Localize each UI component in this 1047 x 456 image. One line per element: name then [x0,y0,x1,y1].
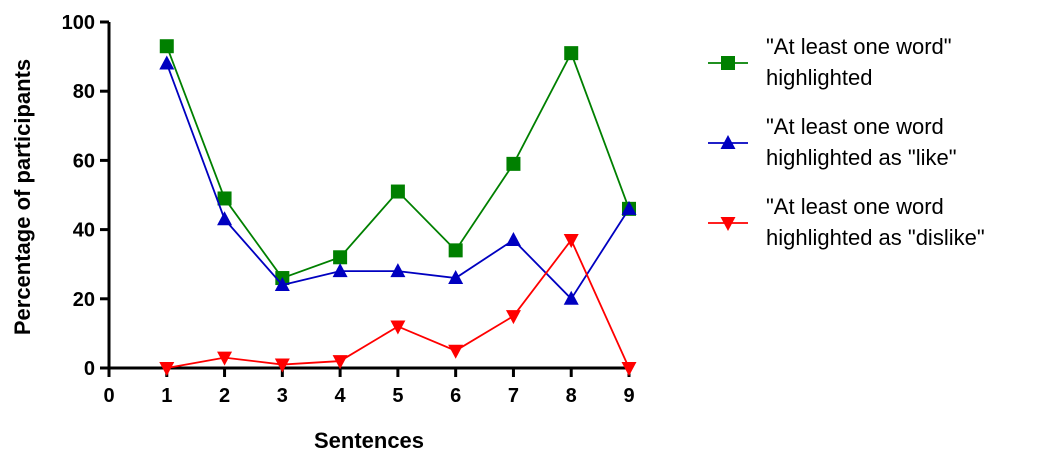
series-dislike-point [332,355,348,370]
legend-label-line: "At least one word [766,114,944,139]
series-like-point [274,276,290,291]
x-tick-label: 6 [450,385,461,407]
series-like-point [159,55,175,70]
x-tick-label: 2 [219,385,230,407]
series-at-least-one-word-point [564,46,579,61]
x-axis-title: Sentences [314,428,424,453]
series-like-point [217,211,233,226]
series-layer [159,39,637,376]
series-like [159,55,637,305]
y-tick-label: 40 [73,220,95,242]
y-tick-label: 80 [73,81,95,103]
series-dislike-point [621,362,637,376]
x-tick-label: 9 [623,385,634,407]
y-axis-title: Percentage of participants [10,59,35,335]
legend-label-line: highlighted [766,65,872,90]
legend-label-line: "At least one word [766,194,944,219]
series-dislike-point [505,310,521,325]
legend-label-line: highlighted as "dislike" [766,225,985,250]
series-like-point [448,270,464,285]
y-tick-label: 20 [73,289,95,311]
series-like-point [621,200,637,215]
axes: 0 1 2 3 4 5 6 7 8 9 0 20 40 60 80 100 [62,12,635,407]
series-dislike-point [448,344,464,359]
legend-swatch-marker [720,135,736,149]
series-at-least-one-word-point [159,39,174,54]
series-dislike-point [563,233,579,248]
series-at-least-one-word [159,39,636,286]
series-at-least-one-word-point [506,156,521,171]
legend-label-line: "At least one word" [766,34,952,59]
series-like-point [332,263,348,278]
series-dislike [159,233,637,376]
x-tick-label: 5 [392,385,403,407]
series-at-least-one-word-point [217,191,232,206]
x-tick-label: 4 [335,385,347,407]
legend: "At least one word"highlighted"At least … [708,34,985,250]
series-dislike-point [159,362,175,376]
legend-entry-3: "At least one word highlighted as "dislik… [708,194,985,250]
x-tick-label: 7 [508,385,519,407]
x-tick-label: 3 [277,385,288,407]
legend-label-line: highlighted as "like" [766,145,957,170]
series-at-least-one-word-point [448,243,463,258]
x-tick-label: 0 [103,385,114,407]
series-at-least-one-word-point [333,250,348,265]
series-like-point [563,290,579,305]
x-tick-label: 8 [566,385,577,407]
legend-swatch-marker [721,56,735,70]
series-at-least-one-word-line [165,45,630,280]
series-like-point [505,231,521,246]
x-tick-label: 1 [161,385,172,407]
series-dislike-point [274,358,290,373]
series-dislike-line [166,238,630,369]
series-dislike-point [217,351,233,366]
legend-entry-2: "At least one word highlighted as "like" [708,114,957,170]
series-dislike-point [390,320,406,335]
series-at-least-one-word-point [390,184,405,199]
legend-swatch-marker [720,217,736,231]
y-tick-label: 60 [73,150,95,172]
y-tick-label: 100 [62,12,95,34]
y-tick-label: 0 [84,358,95,380]
series-like-point [390,263,406,278]
legend-entry-1: "At least one word" highlighted [708,34,952,90]
